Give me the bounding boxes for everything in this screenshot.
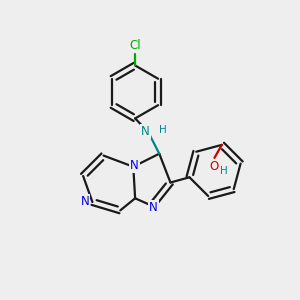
Text: N: N <box>130 159 139 172</box>
Text: N: N <box>81 195 89 208</box>
Text: N: N <box>149 201 158 214</box>
Text: Cl: Cl <box>129 38 141 52</box>
Text: H: H <box>159 125 167 135</box>
Text: O: O <box>210 160 219 173</box>
Text: N: N <box>141 125 150 138</box>
Text: H: H <box>220 166 228 176</box>
